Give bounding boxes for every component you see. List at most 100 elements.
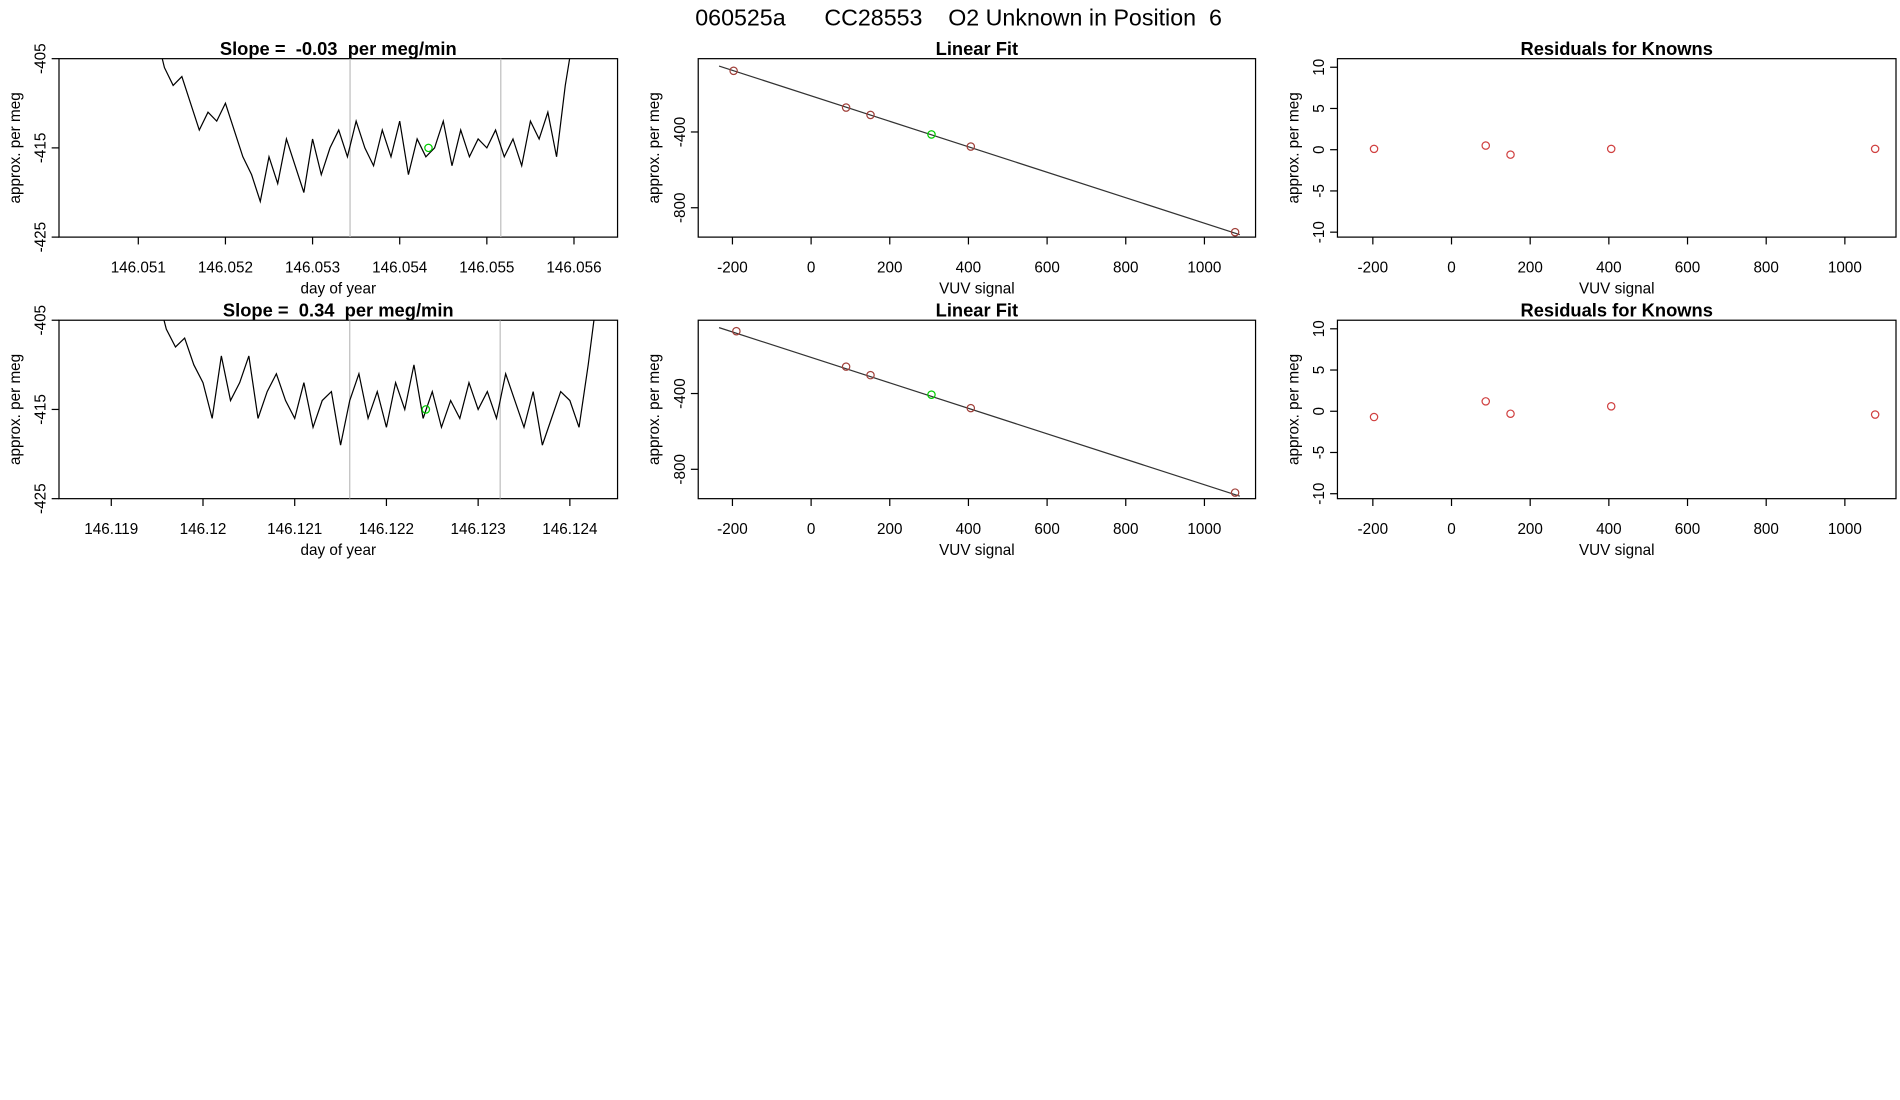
x-tick-label: 800	[1753, 260, 1778, 277]
x-tick-label: 400	[1596, 521, 1621, 538]
x-tick-label: 146.052	[198, 260, 253, 277]
y-axis-label: approx. per meg	[646, 354, 663, 465]
data-point	[1870, 410, 1880, 419]
x-tick-label: 400	[1596, 260, 1621, 277]
panel: Residuals for Knowns VUV signal approx. pe…	[1285, 38, 1897, 297]
x-axis-label: VUV signal	[1579, 280, 1655, 297]
y-tick-label: -10	[1311, 221, 1328, 243]
y-axis-label: approx. per meg	[7, 354, 24, 465]
data-point	[866, 370, 875, 380]
data-point	[1606, 144, 1616, 154]
panel-title: Slope = -0.03 per meg/min	[220, 38, 457, 59]
x-tick-label: 0	[807, 260, 815, 277]
x-tick-label: 146.054	[372, 260, 428, 277]
plot-area	[1369, 141, 1880, 159]
x-axis-label: VUV signal	[939, 542, 1015, 559]
panel: Linear Fit VUV signal approx. per meg -200 0…	[646, 300, 1257, 559]
x-tick-label: -200	[1358, 260, 1389, 277]
data-point	[1606, 402, 1616, 411]
y-axis-label: approx. per meg	[7, 92, 24, 203]
x-tick-label: 1000	[1828, 260, 1862, 277]
x-tick-label: 0	[1447, 260, 1456, 277]
highlight-point	[927, 390, 936, 399]
x-tick-label: 146.123	[451, 521, 506, 538]
x-tick-label: 1000	[1828, 521, 1862, 538]
x-tick-label: 146.056	[546, 260, 601, 277]
data-point	[1369, 412, 1379, 422]
data-point	[841, 362, 851, 371]
y-tick-label: 10	[1311, 59, 1328, 76]
x-axis-label: VUV signal	[939, 280, 1015, 297]
x-tick-label: -200	[717, 521, 748, 538]
data-point	[1506, 150, 1515, 159]
y-tick-label: 0	[1311, 145, 1328, 154]
y-tick-label: -415	[33, 133, 50, 164]
x-tick-label: 600	[1675, 260, 1700, 277]
x-tick-label: 146.051	[111, 260, 166, 277]
x-tick-label: 146.119	[84, 521, 138, 538]
x-tick-label: 146.124	[542, 521, 598, 538]
x-tick-label: 600	[1675, 521, 1700, 538]
y-tick-label: -425	[33, 483, 50, 514]
x-tick-label: 600	[1034, 260, 1059, 277]
y-tick-label: -10	[1311, 483, 1328, 505]
x-tick-label: 200	[1517, 521, 1542, 538]
data-point	[866, 110, 875, 120]
y-tick-label: -405	[33, 305, 50, 336]
x-tick-label: 200	[877, 521, 902, 538]
panel-title: Slope = 0.34 per meg/min	[223, 300, 454, 321]
plot-area	[718, 65, 1241, 237]
x-tick-label: 600	[1034, 521, 1059, 538]
figure-title: 060525a CC28553 O2 Unknown in Position 6	[695, 5, 1222, 31]
data-point	[1506, 409, 1515, 419]
panel: Residuals for Knowns VUV signal approx. pe…	[1285, 300, 1897, 559]
x-tick-label: 400	[956, 260, 981, 277]
data-point	[1870, 144, 1880, 154]
y-tick-label: 5	[1311, 366, 1328, 375]
data-point	[1481, 141, 1491, 150]
panel: Slope = -0.03 per meg/min day of year appr…	[7, 38, 619, 297]
x-axis-label: VUV signal	[1579, 542, 1655, 559]
y-axis-label: approx. per meg	[1285, 92, 1302, 203]
plot-frame	[1336, 319, 1897, 500]
plot-frame	[697, 319, 1257, 500]
y-tick-label: 10	[1311, 320, 1328, 337]
x-tick-label: 1000	[1187, 521, 1221, 538]
y-tick-label: -400	[672, 378, 689, 409]
data-point	[841, 103, 851, 112]
y-tick-label: -425	[33, 222, 50, 253]
data-point	[1230, 227, 1240, 237]
data-point	[732, 326, 741, 336]
highlight-point	[424, 143, 433, 153]
x-tick-label: -200	[1358, 521, 1389, 538]
x-tick-label: 200	[1517, 260, 1542, 277]
x-tick-label: 146.055	[459, 260, 514, 277]
data-point	[1369, 144, 1379, 154]
plot-area	[163, 320, 595, 499]
x-tick-label: 146.122	[359, 521, 414, 538]
x-axis-label: day of year	[301, 280, 377, 297]
y-tick-label: -800	[672, 454, 689, 485]
x-tick-label: 200	[877, 260, 902, 277]
panel-title: Residuals for Knowns	[1520, 300, 1712, 321]
y-axis-label: approx. per meg	[1285, 354, 1302, 465]
y-tick-label: -400	[672, 117, 689, 148]
y-tick-label: -415	[33, 394, 50, 425]
highlight-point	[421, 405, 431, 414]
data-line	[163, 320, 595, 446]
panel: Slope = 0.34 per meg/min day of year appro…	[7, 300, 619, 559]
x-tick-label: 0	[807, 521, 815, 538]
x-tick-label: 146.121	[267, 521, 322, 538]
x-tick-label: 0	[1447, 521, 1456, 538]
data-line	[161, 58, 571, 204]
x-tick-label: 800	[1113, 260, 1138, 277]
plot-frame	[697, 58, 1257, 238]
plot-area	[161, 58, 571, 238]
y-tick-label: 0	[1311, 407, 1328, 416]
data-point	[729, 66, 738, 76]
highlight-point	[927, 130, 936, 139]
x-tick-label: -200	[717, 260, 748, 277]
plot-area	[718, 326, 1241, 497]
